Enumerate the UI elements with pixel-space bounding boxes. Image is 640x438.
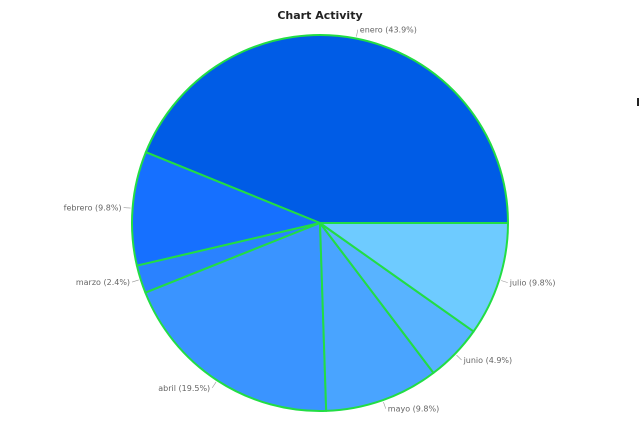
slice-label-febrero: febrero (9.8%) <box>64 204 122 213</box>
label-leader-enero <box>356 29 359 37</box>
label-leader-mayo <box>383 401 387 409</box>
pie-slice-enero[interactable] <box>144 34 509 224</box>
slice-label-junio: junio (4.9%) <box>463 356 513 365</box>
slice-label-enero: enero (43.9%) <box>360 26 417 35</box>
label-leader-febrero <box>123 207 131 209</box>
pie-slice-abril[interactable] <box>144 222 328 412</box>
slice-labels: enero (43.9%) febrero (9.8%) marzo (2.4%) a… <box>64 26 556 414</box>
label-leader-abril <box>211 381 217 389</box>
pie-slice-febrero[interactable] <box>131 151 321 267</box>
slice-label-marzo: marzo (2.4%) <box>76 278 130 287</box>
pie-slices <box>131 34 509 412</box>
label-leader-junio <box>456 354 462 361</box>
slice-label-abril: abril (19.5%) <box>158 384 210 393</box>
label-leader-marzo <box>131 279 139 283</box>
label-leader-julio <box>500 280 508 283</box>
pie-slice-julio[interactable] <box>319 222 509 333</box>
slice-label-julio: julio (9.8%) <box>509 279 556 288</box>
chart-title: Chart Activity <box>277 9 362 22</box>
slice-label-mayo: mayo (9.8%) <box>388 405 439 414</box>
edge-mark <box>637 98 639 106</box>
pie-slice-mayo[interactable] <box>319 222 435 412</box>
